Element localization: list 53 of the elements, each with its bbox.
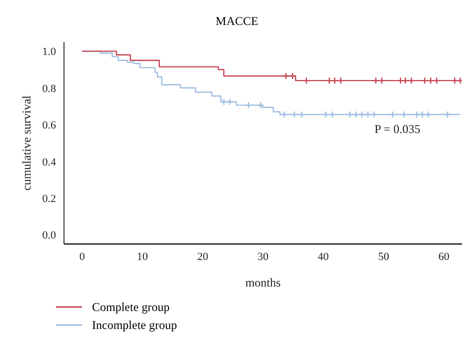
point bbox=[421, 76, 428, 84]
point bbox=[290, 110, 298, 118]
x-tick-label: 50 bbox=[378, 250, 390, 263]
point bbox=[418, 110, 426, 118]
point bbox=[378, 76, 386, 84]
point bbox=[298, 110, 306, 118]
y-tick-label: 0.2 bbox=[42, 192, 56, 205]
x-tick-label: 0 bbox=[79, 250, 86, 263]
point bbox=[389, 110, 396, 118]
point bbox=[288, 72, 296, 80]
x-tick-label: 60 bbox=[438, 250, 450, 263]
point bbox=[328, 110, 336, 118]
annotation: P = 0.035 bbox=[374, 122, 420, 136]
y-tick-label: 1.0 bbox=[42, 46, 56, 58]
point bbox=[413, 110, 420, 118]
x-tick-label: 10 bbox=[136, 250, 148, 263]
chart-title: MACCE bbox=[214, 13, 260, 30]
point bbox=[326, 76, 333, 84]
point bbox=[337, 76, 344, 84]
point bbox=[424, 110, 432, 118]
point bbox=[444, 110, 452, 118]
point bbox=[280, 110, 288, 118]
point bbox=[331, 76, 338, 84]
point bbox=[451, 76, 458, 84]
y-tick-label: 0.4 bbox=[42, 156, 56, 168]
point bbox=[346, 110, 354, 118]
x-tick-label: 40 bbox=[318, 250, 330, 263]
point bbox=[244, 102, 252, 109]
point bbox=[352, 110, 360, 118]
point bbox=[433, 76, 440, 84]
point bbox=[322, 110, 330, 118]
point bbox=[372, 76, 380, 84]
legend-label: Complete group bbox=[92, 300, 170, 314]
point bbox=[364, 110, 372, 118]
point bbox=[282, 72, 290, 80]
point bbox=[256, 102, 264, 109]
x-tick-label: 20 bbox=[197, 250, 209, 263]
x-axis-title: months bbox=[245, 276, 281, 290]
point bbox=[370, 110, 378, 118]
point bbox=[226, 98, 234, 106]
legend-label: Incomplete group bbox=[92, 318, 177, 332]
y-tick-label: 0.8 bbox=[42, 82, 56, 95]
point bbox=[427, 76, 434, 84]
y-axis-title: cumulative survival bbox=[19, 94, 34, 190]
point bbox=[302, 76, 310, 84]
point bbox=[402, 76, 409, 84]
point bbox=[396, 76, 404, 84]
point bbox=[358, 110, 366, 118]
point bbox=[408, 76, 415, 84]
x-tick-label: 30 bbox=[258, 250, 269, 263]
point bbox=[400, 110, 408, 118]
y-tick-label: 0.6 bbox=[42, 120, 56, 132]
y-tick-label: 0.0 bbox=[42, 230, 56, 242]
